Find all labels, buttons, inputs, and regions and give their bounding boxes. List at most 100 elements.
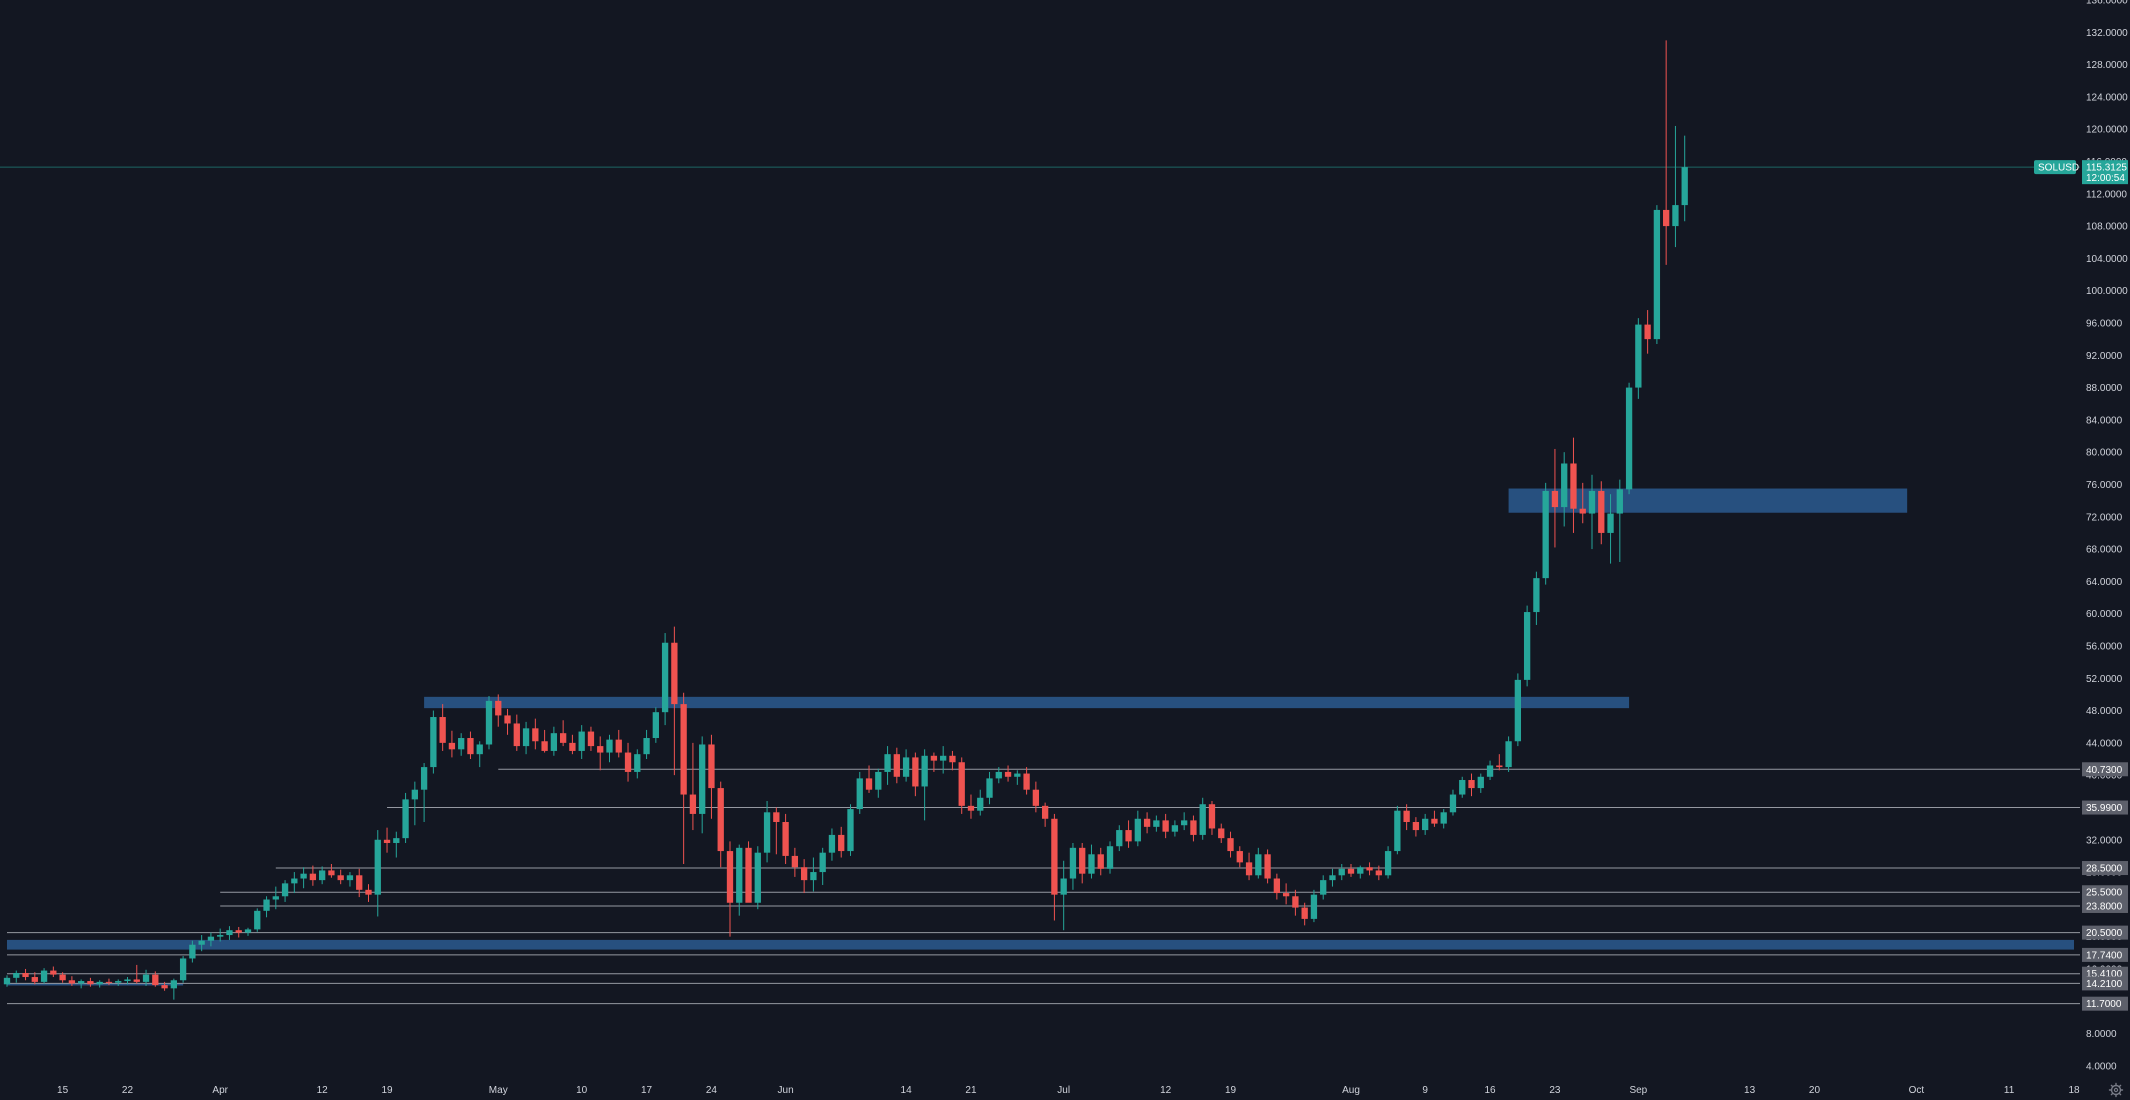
candle-body [1338,868,1345,876]
candle-body [699,744,706,814]
candle-body [912,757,919,787]
candle-body [161,985,168,989]
candle-body [1672,205,1679,227]
time-tick-label: 17 [641,1085,653,1096]
price-tick-label: 108.0000 [2086,222,2128,233]
time-tick-label: 14 [901,1085,913,1096]
time-tick-label: 11 [2004,1085,2015,1096]
level-price-badge-label: 17.7400 [2086,950,2123,961]
candle-body [411,789,418,800]
level-price-badge-box [2082,925,2128,940]
candle-body [1459,780,1466,795]
candle-body [281,883,289,897]
level-price-badge-box [2082,861,2128,876]
last-price-badge: 115.3125 12:00:54 [2082,160,2128,185]
candle-body [1282,893,1290,897]
candle-body [1143,818,1151,827]
candle-body [856,778,863,810]
candle-body [1533,578,1540,613]
candle-body [189,944,196,959]
candle-body [541,741,548,751]
time-axis[interactable]: 15 22 Apr 12 19 May 10 17 24 Jun 14 21 Jul 12 19 Aug 9 16… [57,1085,2080,1096]
candle-body [597,746,604,753]
candle-body [13,972,20,978]
level-price-badge-box [2082,762,2128,777]
level-price-badge: 35.9900 [2082,800,2128,815]
candle-body [1134,818,1141,842]
price-tick-label: 8.0000 [2086,1029,2117,1040]
time-tick-label: 18 [2068,1085,2080,1096]
price-tick-label: 60.0000 [2086,609,2123,620]
candle-body [569,742,576,751]
candle-body [1588,490,1596,514]
time-tick-label: 24 [706,1085,718,1096]
level-price-badge: 25.5000 [2082,885,2128,900]
candle-body [1440,812,1447,824]
level-price-badge-box [2082,800,2128,815]
time-tick-label: 20 [1809,1085,1821,1096]
candle-body [1347,868,1355,874]
candle-body [940,755,947,761]
candle-body [587,731,595,747]
price-tick-label: 100.0000 [2086,286,2128,297]
candle-body [1125,830,1132,842]
candle-body [1227,838,1234,852]
candle-body [1635,324,1642,388]
candle-body [1245,862,1253,876]
candle-body [1403,810,1410,822]
candle-body [1153,820,1160,827]
candle-body [458,738,465,750]
settings-gear-icon[interactable] [2108,1082,2124,1098]
candle-body [198,940,205,945]
candle-body [1051,818,1058,895]
candle-body [133,979,140,982]
candle-body [522,728,530,747]
candle-body [680,704,687,795]
candle-body [1496,765,1503,768]
time-tick-label: 19 [381,1085,393,1096]
candle-body [736,847,743,903]
level-price-badge: 20.5000 [2082,925,2128,940]
price-tick-label: 104.0000 [2086,254,2128,265]
candle-body [1468,780,1475,789]
candle-body [949,755,956,763]
candle-body [1014,773,1021,777]
price-tick-label: 136.0000 [2086,0,2128,7]
candle-body [717,788,724,852]
candle-body [31,977,38,982]
candle-body [1551,490,1559,508]
candle-body [1394,810,1401,852]
candle-body [1069,847,1077,879]
candle-body [1060,878,1067,895]
time-tick-label: 13 [1744,1085,1756,1096]
candle-body [1449,794,1457,813]
symbol-badge: SOLUSD [2034,160,2079,175]
level-price-badge: 23.8000 [2082,898,2128,913]
candle-body [1097,854,1104,869]
candle-body [661,642,669,713]
candle-body [485,700,493,745]
candle-body [810,872,817,881]
candle-body [207,936,215,941]
candle-body [1681,167,1688,206]
candle-body [300,873,307,879]
candle-body [254,910,261,930]
price-tick-label: 88.0000 [2086,383,2123,394]
level-price-badge: 40.7300 [2082,762,2128,777]
candle-body [170,980,177,989]
price-tick-label: 96.0000 [2086,318,2123,329]
candle-body [309,873,317,881]
candle-body [559,733,567,743]
candle-body [476,744,483,755]
candle-body [1032,789,1040,806]
candle-layer [3,40,1688,1000]
time-tick-label: 10 [576,1085,588,1096]
candle-body [124,979,131,982]
candle-body [763,812,771,853]
candle-body [115,981,122,983]
candle-body [1004,771,1012,777]
candle-body [504,715,511,724]
candle-body [745,847,752,903]
